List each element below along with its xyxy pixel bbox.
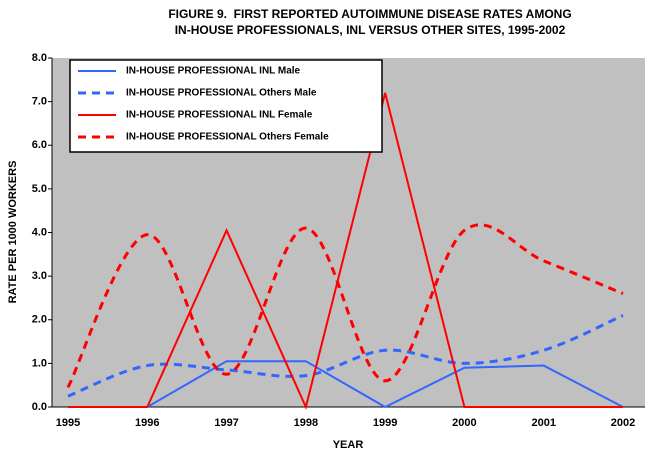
y-tick-label: 5.0 bbox=[32, 183, 47, 195]
x-tick-label: 1996 bbox=[135, 417, 159, 429]
x-tick-label: 2002 bbox=[611, 417, 635, 429]
x-tick-label: 2000 bbox=[452, 417, 476, 429]
series-line bbox=[68, 92, 623, 411]
legend-box bbox=[69, 59, 383, 153]
x-tick-label: 1995 bbox=[56, 417, 80, 429]
series-line bbox=[68, 360, 624, 409]
x-tick-label: 1998 bbox=[294, 417, 318, 429]
y-tick-label: 7.0 bbox=[32, 96, 47, 108]
chart-title: IN-HOUSE PROFESSIONALS, INL VERSUS OTHER… bbox=[175, 23, 566, 37]
y-tick-label: 6.0 bbox=[32, 139, 47, 151]
x-tick-label: 1997 bbox=[214, 417, 238, 429]
legend-label: IN-HOUSE PROFESSIONAL INL Female bbox=[126, 110, 313, 121]
legend-label: IN-HOUSE PROFESSIONAL Others Female bbox=[126, 132, 329, 143]
legend-label: IN-HOUSE PROFESSIONAL INL Male bbox=[126, 66, 301, 77]
y-axis-label: RATE PER 1000 WORKERS bbox=[7, 161, 19, 304]
y-tick-label: 8.0 bbox=[32, 52, 47, 64]
legend-label: IN-HOUSE PROFESSIONAL Others Male bbox=[126, 88, 317, 99]
x-tick-label: 1999 bbox=[373, 417, 397, 429]
y-tick-label: 0.0 bbox=[32, 401, 47, 413]
series-line bbox=[66, 223, 624, 389]
y-tick-label: 1.0 bbox=[32, 357, 47, 369]
chart-title: FIGURE 9. FIRST REPORTED AUTOIMMUNE DISE… bbox=[168, 7, 571, 21]
y-tick-label: 3.0 bbox=[32, 270, 47, 282]
y-tick-label: 4.0 bbox=[32, 226, 47, 238]
x-tick-label: 2001 bbox=[531, 417, 555, 429]
x-axis-label: YEAR bbox=[333, 439, 364, 451]
y-tick-label: 2.0 bbox=[32, 314, 47, 326]
series-line bbox=[67, 314, 624, 398]
